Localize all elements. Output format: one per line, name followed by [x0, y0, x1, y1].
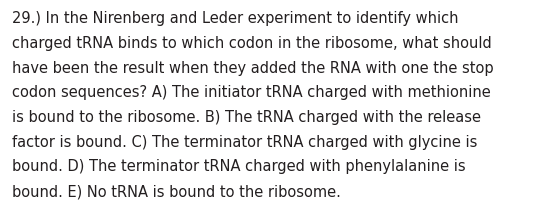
- Text: factor is bound. C) The terminator tRNA charged with glycine is: factor is bound. C) The terminator tRNA …: [12, 135, 478, 150]
- Text: 29.) In the Nirenberg and Leder experiment to identify which: 29.) In the Nirenberg and Leder experime…: [12, 11, 459, 27]
- Text: is bound to the ribosome. B) The tRNA charged with the release: is bound to the ribosome. B) The tRNA ch…: [12, 110, 482, 125]
- Text: codon sequences? A) The initiator tRNA charged with methionine: codon sequences? A) The initiator tRNA c…: [12, 85, 491, 101]
- Text: have been the result when they added the RNA with one the stop: have been the result when they added the…: [12, 61, 494, 76]
- Text: bound. E) No tRNA is bound to the ribosome.: bound. E) No tRNA is bound to the riboso…: [12, 184, 341, 199]
- Text: charged tRNA binds to which codon in the ribosome, what should: charged tRNA binds to which codon in the…: [12, 36, 492, 51]
- Text: bound. D) The terminator tRNA charged with phenylalanine is: bound. D) The terminator tRNA charged wi…: [12, 159, 466, 175]
